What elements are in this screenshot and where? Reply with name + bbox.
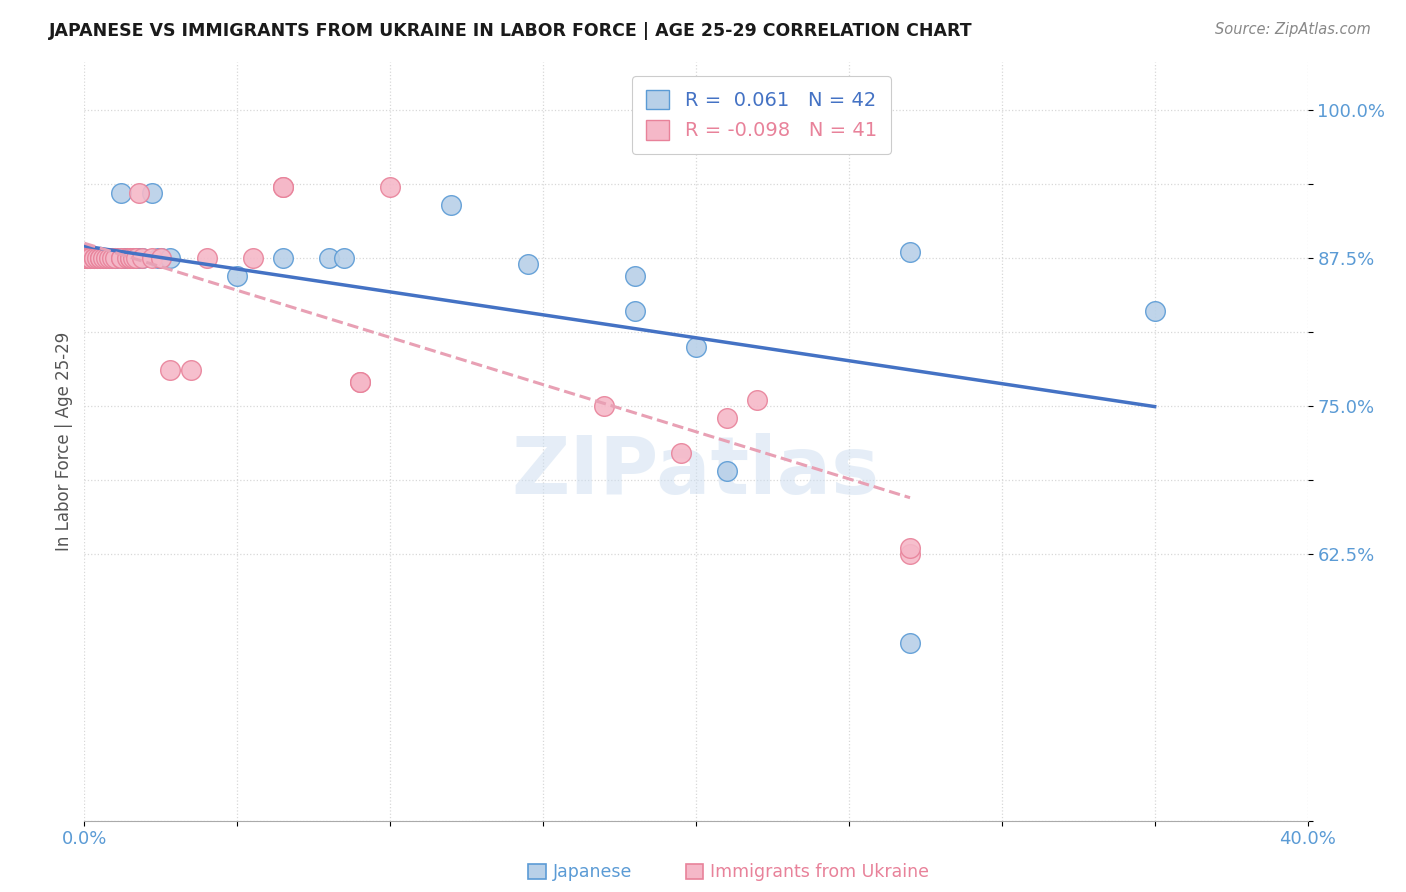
Point [89, 251, 111, 265]
Point [83, 251, 105, 265]
Point [271, 251, 294, 265]
Point [86, 251, 108, 265]
Point [141, 251, 163, 265]
Point [141, 186, 163, 200]
Point [79, 251, 101, 265]
Point [149, 251, 172, 265]
Point [101, 251, 124, 265]
Point [76, 251, 98, 265]
Point [104, 251, 127, 265]
Point [669, 446, 692, 460]
Point [128, 251, 150, 265]
Point [131, 251, 153, 265]
Point [83, 251, 105, 265]
Point [1143, 304, 1166, 318]
Text: JAPANESE VS IMMIGRANTS FROM UKRAINE IN LABOR FORCE | AGE 25-29 CORRELATION CHART: JAPANESE VS IMMIGRANTS FROM UKRAINE IN L… [49, 22, 973, 40]
Point [112, 251, 135, 265]
Point [110, 186, 132, 200]
Text: Source: ZipAtlas.com: Source: ZipAtlas.com [1215, 22, 1371, 37]
Point [716, 464, 738, 478]
Point [89, 251, 111, 265]
Point [97, 251, 120, 265]
Point [115, 251, 138, 265]
Point [110, 251, 132, 265]
Point [86, 251, 108, 265]
Point [747, 393, 769, 408]
Text: Japanese: Japanese [553, 863, 631, 881]
Point [101, 251, 124, 265]
Point [146, 251, 169, 265]
Point [73, 251, 96, 265]
Point [97, 251, 120, 265]
Point [128, 186, 150, 200]
Point [79, 251, 101, 265]
Point [159, 251, 181, 265]
Point [83, 251, 105, 265]
Point [89, 251, 111, 265]
Point [333, 251, 356, 265]
Point [898, 547, 921, 561]
Point [115, 251, 138, 265]
Point [86, 251, 108, 265]
Point [122, 251, 145, 265]
Point [83, 251, 105, 265]
Point [716, 410, 738, 425]
Legend: R =  0.061   N = 42, R = -0.098   N = 41: R = 0.061 N = 42, R = -0.098 N = 41 [633, 76, 890, 154]
Point [79, 251, 101, 265]
Point [76, 251, 98, 265]
Point [349, 376, 371, 390]
Point [624, 268, 647, 283]
Point [593, 399, 616, 413]
Point [83, 251, 105, 265]
Point [94, 251, 117, 265]
Point [79, 251, 101, 265]
Point [76, 251, 98, 265]
Point [159, 363, 181, 377]
Y-axis label: In Labor Force | Age 25-29: In Labor Force | Age 25-29 [55, 332, 73, 551]
Point [195, 251, 218, 265]
Point [91, 251, 114, 265]
Point [131, 251, 153, 265]
Bar [529, 863, 546, 880]
Point [898, 541, 921, 556]
Point [242, 251, 264, 265]
Point [149, 251, 172, 265]
Point [349, 376, 371, 390]
Point [440, 197, 463, 211]
Point [89, 251, 111, 265]
Point [120, 251, 142, 265]
Point [898, 636, 921, 650]
Point [104, 251, 127, 265]
Point [180, 363, 202, 377]
Point [125, 251, 148, 265]
Point [73, 251, 96, 265]
Point [685, 340, 707, 354]
Point [122, 251, 145, 265]
Point [76, 251, 98, 265]
Point [898, 244, 921, 259]
Text: ZIPatlas: ZIPatlas [512, 433, 880, 511]
Point [226, 268, 249, 283]
Point [91, 251, 114, 265]
Point [125, 251, 148, 265]
Point [380, 179, 402, 194]
Text: Immigrants from Ukraine: Immigrants from Ukraine [710, 863, 929, 881]
Point [516, 257, 538, 271]
Point [120, 251, 142, 265]
Point [624, 304, 647, 318]
Point [94, 251, 117, 265]
Point [318, 251, 340, 265]
Point [104, 251, 127, 265]
Bar [686, 863, 703, 880]
Point [271, 179, 294, 194]
Point [271, 179, 294, 194]
Point [110, 251, 132, 265]
